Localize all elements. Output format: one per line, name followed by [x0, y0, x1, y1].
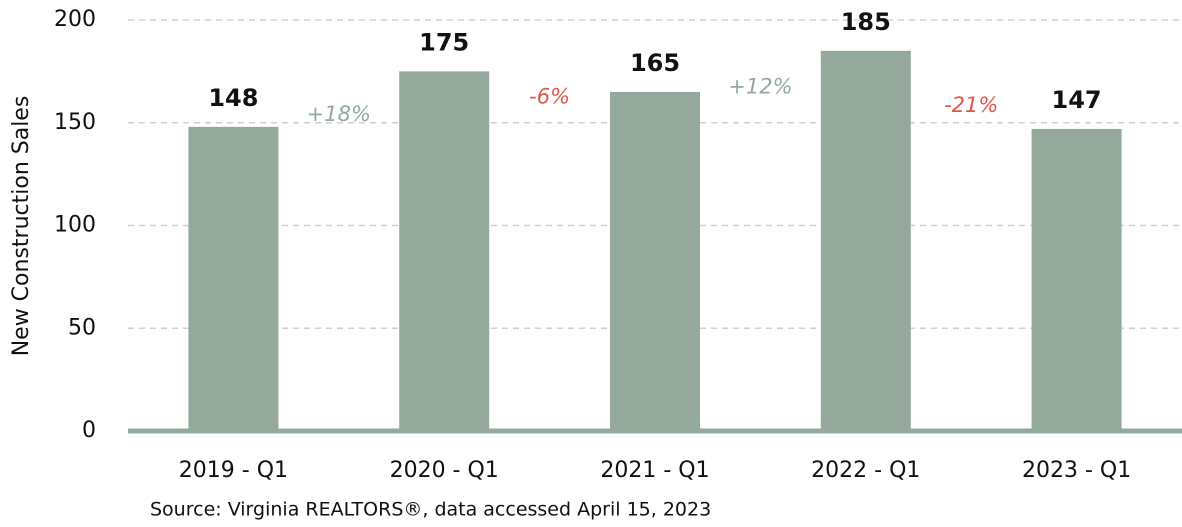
value-label: 165 — [630, 49, 680, 77]
y-tick-label: 100 — [54, 213, 96, 238]
x-tick-label: 2019 - Q1 — [179, 458, 288, 483]
bar — [188, 126, 279, 432]
value-label: 175 — [419, 28, 469, 56]
y-tick-label: 200 — [54, 7, 96, 32]
change-annotation: +12% — [728, 74, 792, 98]
source-note: Source: Virginia REALTORS®, data accesse… — [150, 499, 711, 521]
value-label: 147 — [1052, 86, 1102, 114]
x-tick-label: 2021 - Q1 — [600, 458, 709, 483]
bar — [820, 50, 911, 431]
value-label: 185 — [841, 8, 891, 36]
x-tick-label: 2020 - Q1 — [390, 458, 499, 483]
y-tick-label: 50 — [68, 315, 96, 340]
change-annotation: +18% — [307, 102, 371, 126]
bar — [399, 71, 490, 431]
change-annotation: -21% — [944, 93, 998, 117]
y-tick-label: 150 — [54, 110, 96, 135]
bar — [1031, 128, 1122, 432]
y-axis-label: New Construction Sales — [9, 96, 34, 357]
x-tick-label: 2023 - Q1 — [1022, 458, 1131, 483]
change-annotation: -6% — [529, 85, 570, 109]
y-tick-label: 0 — [82, 418, 96, 443]
value-label: 148 — [208, 84, 258, 112]
x-tick-label: 2022 - Q1 — [811, 458, 920, 483]
bar — [610, 91, 700, 432]
